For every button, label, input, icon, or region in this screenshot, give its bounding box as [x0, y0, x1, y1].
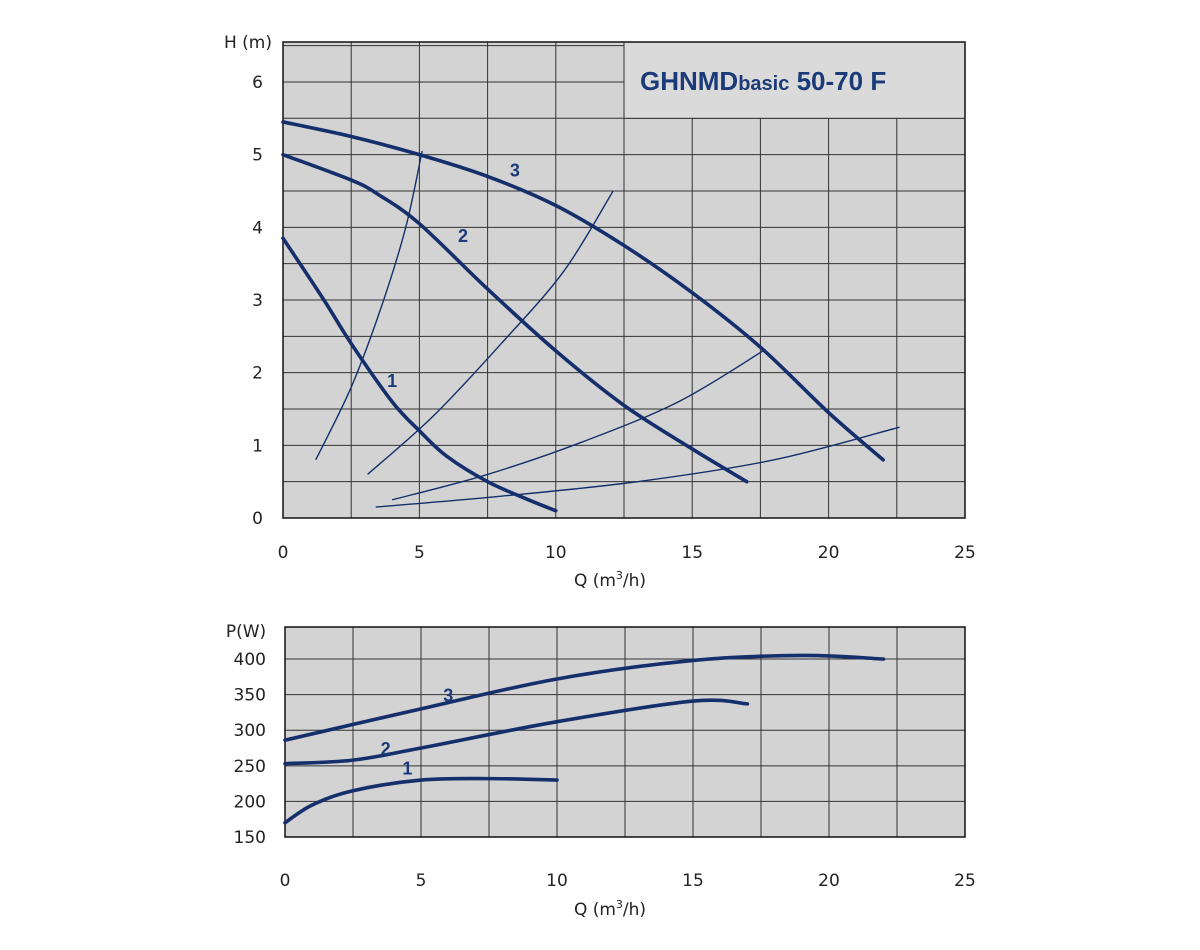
system-curve: [315, 150, 423, 461]
curve-label-1: 1: [387, 371, 397, 391]
title-model: 50-70 F: [789, 66, 886, 96]
system-curve: [375, 426, 900, 508]
curve-label-2: 2: [458, 226, 468, 246]
y-tick-label: 400: [234, 650, 266, 670]
curve-speed-2: [283, 698, 750, 766]
y-tick-label: 3: [252, 291, 263, 311]
plot-border: [282, 41, 966, 519]
system-curve: [367, 190, 614, 475]
y-tick-label: 1: [252, 436, 263, 456]
curve-label-2: 2: [381, 739, 391, 759]
y-tick-label: 5: [252, 146, 263, 166]
x-axis-label: Q (m3/h): [574, 898, 646, 920]
y-axis-label: H (m): [224, 33, 272, 53]
y-axis-label: P(W): [226, 622, 266, 642]
x-axis-label-text: Q (m: [574, 900, 616, 920]
x-axis-label: Q (m3/h): [574, 569, 646, 591]
y-tick-label: 350: [234, 686, 266, 706]
x-axis-label-end: /h): [623, 900, 646, 920]
curve-speed-3: [283, 653, 886, 742]
y-tick-label: 2: [252, 364, 263, 384]
head-chart: GHNMDbasic 50-70 F 1 2 3 0 5 10 15 20 25 0 1 2 3 4 5 6 H …: [224, 33, 976, 591]
curve-speed-2: [281, 152, 749, 484]
x-tick-label: 25: [954, 871, 976, 891]
y-tick-label: 4: [252, 218, 263, 238]
curve-speed-1: [281, 236, 558, 513]
x-tick-label: 5: [414, 543, 425, 563]
x-tick-label: 0: [280, 871, 291, 891]
x-axis-label-end: /h): [623, 571, 646, 591]
x-tick-label: 0: [278, 543, 289, 563]
title-brand: GHNMD: [640, 66, 738, 96]
x-tick-label: 5: [416, 871, 427, 891]
x-axis-label-sup: 3: [616, 569, 623, 582]
x-tick-label: 15: [681, 543, 703, 563]
y-tick-label: 0: [252, 509, 263, 529]
x-tick-label: 20: [818, 543, 840, 563]
curve-speed-3: [281, 120, 885, 462]
system-curve: [391, 350, 764, 501]
y-tick-label: 150: [234, 828, 266, 848]
title-suffix: basic: [738, 73, 789, 95]
chart-title: GHNMDbasic 50-70 F: [640, 66, 886, 96]
curve-speed-1: [283, 776, 559, 825]
plot-border: [284, 626, 966, 838]
curve-label-3: 3: [443, 686, 453, 706]
x-tick-label: 20: [818, 871, 840, 891]
x-axis-label-sup: 3: [616, 898, 623, 911]
x-tick-label: 25: [954, 543, 976, 563]
x-tick-label: 15: [682, 871, 704, 891]
y-tick-label: 200: [234, 792, 266, 812]
y-tick-label: 300: [234, 721, 266, 741]
curve-label-1: 1: [402, 758, 412, 778]
chart-title-box: GHNMDbasic 50-70 F: [623, 41, 966, 119]
x-tick-label: 10: [545, 543, 567, 563]
x-tick-label: 10: [546, 871, 568, 891]
y-tick-label: 250: [234, 757, 266, 777]
y-tick-label: 6: [252, 73, 263, 93]
x-axis-label-text: Q (m: [574, 571, 616, 591]
curve-label-3: 3: [510, 160, 520, 180]
